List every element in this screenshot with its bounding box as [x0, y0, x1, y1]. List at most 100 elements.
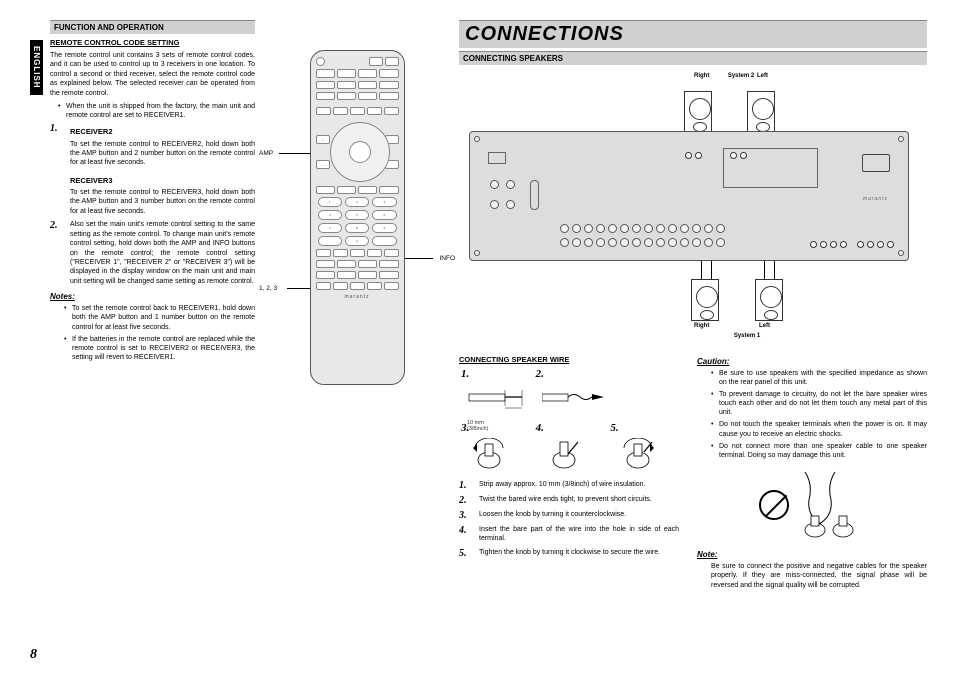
- speaker-diagram: System 2 Right Left: [459, 73, 927, 353]
- instr-1: Strip away approx. 10 mm (3/8inch) of wi…: [479, 480, 679, 491]
- remote-row-src2: [316, 92, 399, 100]
- sys1-right: Right: [694, 323, 709, 329]
- wire-step-5: 5.: [608, 422, 679, 472]
- receiver3-head: RECEIVER3: [70, 176, 255, 186]
- remote-vol-dn: −: [316, 160, 330, 169]
- remote-row-src1: [316, 81, 399, 89]
- wire-step-3: 3.: [459, 422, 530, 472]
- remote-row-media: [316, 249, 399, 257]
- remote-row-top: [316, 69, 399, 78]
- remote-brand: marantz: [316, 294, 399, 300]
- callout-amp: AMP: [259, 150, 273, 157]
- section-function-operation: FUNCTION AND OPERATION: [50, 20, 255, 34]
- callout-123: 1, 2, 3: [259, 285, 277, 292]
- callout-info: INFO: [439, 255, 455, 262]
- speaker-sys1-l: [755, 279, 783, 321]
- wire-step-4: 4.: [534, 422, 605, 472]
- caution-heading: Caution:: [697, 357, 927, 366]
- crossed-wires-icon: [757, 466, 867, 546]
- jack: [506, 200, 515, 209]
- remote-row-bot: [316, 282, 399, 290]
- remote-row-tr2: [316, 271, 399, 279]
- rca-row-2: [560, 238, 725, 247]
- remote-btn: [369, 57, 383, 66]
- subhead-speaker-wire: CONNECTING SPEAKER WIRE: [459, 355, 679, 364]
- receiver2-head: RECEIVER2: [70, 127, 255, 137]
- wire-step-2-num: 2.: [536, 368, 544, 380]
- caution-2: To prevent damage to circuitry, do not l…: [711, 390, 927, 417]
- wire-step-4-num: 4.: [536, 422, 544, 434]
- speaker-wire-column: CONNECTING SPEAKER WIRE 1.: [459, 353, 679, 594]
- wire-twist-icon: [542, 384, 606, 414]
- remote-dpad: [330, 122, 385, 182]
- jack: [490, 200, 499, 209]
- speaker-sys2-l: [747, 91, 775, 133]
- jack: [506, 180, 515, 189]
- wire-step-1-num: 1.: [461, 368, 469, 380]
- sys2-right: Right: [694, 73, 709, 79]
- instr-3: Loosen the knob by turning it counterclo…: [479, 510, 679, 521]
- subhead-remote-code: REMOTE CONTROL CODE SETTING: [50, 38, 255, 47]
- wire-step-1: 1. 10 mm (3/8inch): [459, 368, 530, 418]
- sys1-label: System 1: [717, 333, 777, 339]
- terminal-insert-icon: [542, 438, 592, 474]
- page-number: 8: [30, 647, 37, 663]
- remote-row-tr1: [316, 260, 399, 268]
- instr-4-num: 4.: [459, 525, 473, 544]
- note-heading: Note:: [697, 550, 927, 559]
- sys2-left: Left: [757, 73, 768, 79]
- step2-number: 2.: [50, 220, 64, 286]
- prohibit-illustration: [757, 466, 867, 546]
- receiver2-body: To set the remote control to RECEIVER2, …: [70, 140, 255, 168]
- speaker-sys2-r: [684, 91, 712, 133]
- wire-strip-icon: [467, 384, 527, 418]
- instr-1-num: 1.: [459, 480, 473, 491]
- notes-heading: Notes:: [50, 292, 255, 301]
- caution-3: Do not touch the speaker terminals when …: [711, 420, 927, 438]
- leader-info: [403, 258, 433, 259]
- remote-column: AMP INFO 1, 2, 3 +− 123: [267, 20, 447, 594]
- instr-5: Tighten the knob by turning it clockwise…: [479, 548, 679, 559]
- receiver3-body: To set the remote control to RECEIVER3, …: [70, 188, 255, 216]
- terminal-tighten-icon: [616, 438, 666, 474]
- sys2-posts: [685, 152, 747, 159]
- network-port: [488, 152, 506, 164]
- instr-2: Twist the bared wire ends tight, to prev…: [479, 495, 679, 506]
- remote-numpad: 123 456 789 0: [318, 197, 397, 246]
- instr-2-num: 2.: [459, 495, 473, 506]
- main-title-connections: CONNECTIONS: [459, 20, 927, 48]
- speaker-sys1-r: [691, 279, 719, 321]
- binding-posts: [810, 241, 894, 248]
- remote-row-dev: [316, 107, 399, 115]
- note-1: To set the remote control back to RECEIV…: [64, 304, 255, 331]
- remote-row-nav: [316, 186, 399, 194]
- caution-1: Be sure to use speakers with the specifi…: [711, 369, 927, 387]
- note-2: If the batteries in the remote control a…: [64, 335, 255, 362]
- wire-step-5-num: 5.: [610, 422, 618, 434]
- ac-inlet: [862, 154, 890, 172]
- left-column: FUNCTION AND OPERATION REMOTE CONTROL CO…: [50, 20, 255, 594]
- antenna-terminal: [530, 180, 539, 210]
- step2-body: Also set the main unit's remote control …: [70, 220, 255, 286]
- jack: [490, 180, 499, 189]
- sys1-left: Left: [759, 323, 770, 329]
- amplifier-rear-panel: marantz: [469, 131, 909, 261]
- instr-4: Insert the bare part of the wire into th…: [479, 525, 679, 544]
- rca-row-1: [560, 224, 725, 233]
- step1-number: 1.: [50, 123, 64, 216]
- instr-5-num: 5.: [459, 548, 473, 559]
- intro-paragraph: The remote control unit contains 3 sets …: [50, 51, 255, 98]
- remote-btn: [385, 57, 399, 66]
- remote-power-btn: [316, 57, 325, 66]
- note-body: Be sure to connect the positive and nega…: [697, 562, 927, 590]
- terminal-loosen-icon: [467, 438, 517, 474]
- panel-brand: marantz: [863, 196, 888, 202]
- remote-vol-up: +: [316, 135, 330, 144]
- caution-column: Caution: Be sure to use speakers with th…: [697, 353, 927, 594]
- language-tab: ENGLISH: [30, 40, 43, 95]
- caution-4: Do not connect more than one speaker cab…: [711, 442, 927, 460]
- remote-control-illustration: + − 123 456 789 0 marantz: [310, 50, 405, 385]
- instr-3-num: 3.: [459, 510, 473, 521]
- wire-step-3-num: 3.: [461, 422, 469, 434]
- intro-bullet: When the unit is shipped from the factor…: [58, 102, 255, 120]
